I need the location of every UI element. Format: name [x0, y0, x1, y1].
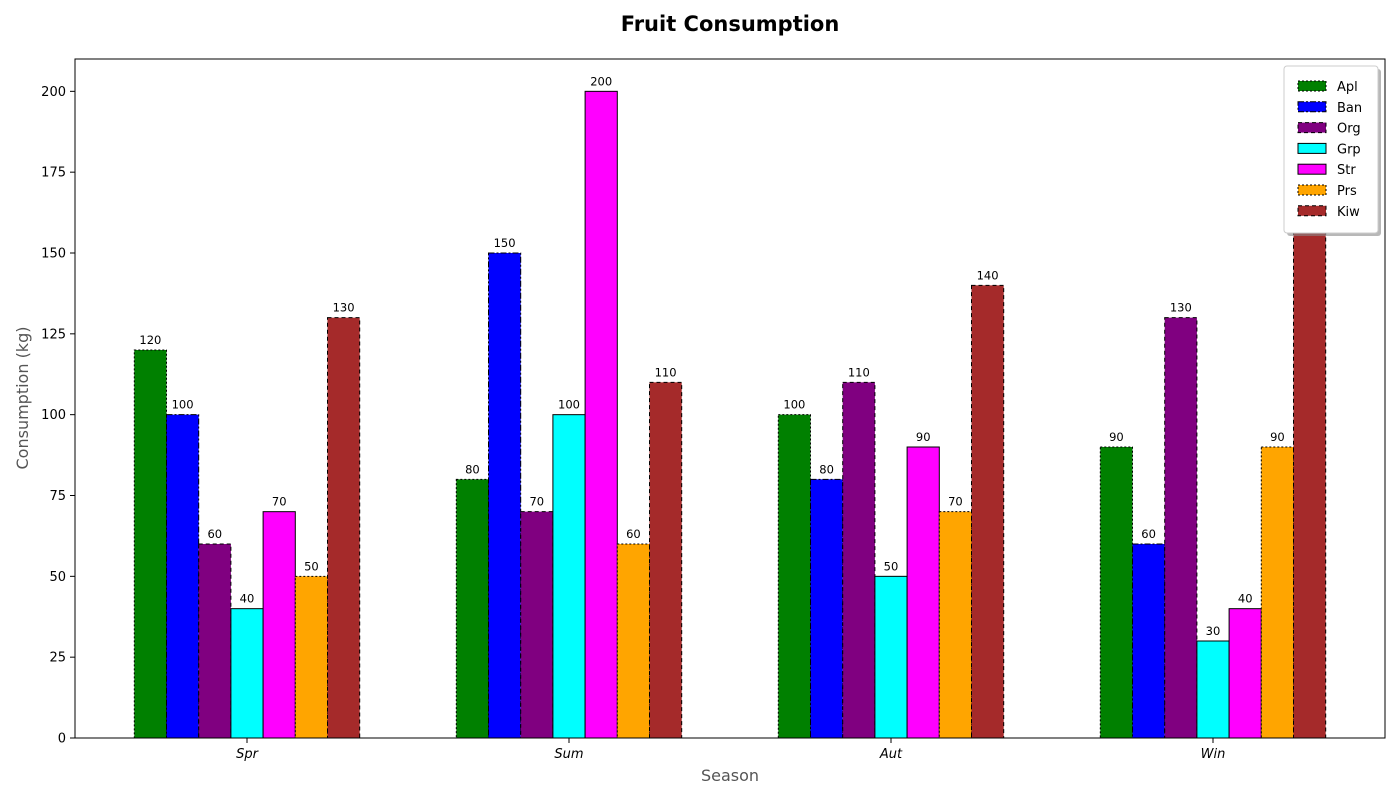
data-label: 40 [240, 592, 255, 606]
data-label: 140 [977, 268, 999, 282]
plot-area: 0 25 50 75 100 125 150 175 200 Spr 120 100 60 40 70 50 1… [41, 74, 1327, 762]
bar-org-aut [842, 381, 876, 739]
y-tick-label: 125 [41, 327, 66, 342]
bar-org-win [1164, 317, 1198, 739]
data-label: 60 [1141, 527, 1156, 541]
data-label: 70 [529, 495, 544, 509]
y-axis-label: Consumption (kg) [13, 327, 32, 470]
data-label: 90 [1109, 430, 1124, 444]
data-label: 30 [1206, 624, 1221, 638]
bar-prs-win [1260, 446, 1295, 739]
legend: Apl Ban Org Grp Str Prs Kiw [1283, 65, 1381, 236]
data-label: 120 [139, 333, 161, 347]
bar-grp-spr [230, 608, 264, 739]
data-label: 130 [333, 301, 355, 315]
data-label: 130 [1170, 301, 1192, 315]
x-tick-label: Win [1201, 747, 1226, 762]
legend-label: Ban [1337, 101, 1362, 116]
data-label: 200 [590, 74, 612, 88]
y-tick-label: 0 [58, 732, 66, 747]
legend-label: Prs [1337, 184, 1357, 199]
bar-str-aut [906, 446, 940, 739]
plot-frame [74, 58, 1386, 739]
bar-prs-spr [294, 575, 328, 739]
data-label: 110 [848, 365, 870, 379]
y-tick-label: 150 [41, 247, 66, 262]
x-axis-label: Season [701, 766, 759, 785]
bar-ban-sum [488, 252, 522, 739]
data-label: 60 [626, 527, 641, 541]
chart-title: Fruit Consumption [621, 12, 840, 36]
bar-grp-sum [552, 414, 586, 739]
bar-kiw-win [1293, 220, 1327, 739]
bar-kiw-sum [649, 381, 683, 739]
bar-kiw-aut [971, 284, 1005, 739]
legend-label: Apl [1337, 80, 1358, 95]
legend-label: Grp [1337, 142, 1361, 157]
bar-apl-sum [455, 478, 489, 739]
bar-apl-aut [777, 414, 811, 739]
legend-swatch-org [1297, 122, 1327, 134]
y-tick-label: 25 [49, 651, 66, 666]
bar-str-sum [584, 90, 618, 739]
bar-org-sum [520, 511, 554, 739]
data-label: 90 [1270, 430, 1285, 444]
bar-grp-aut [874, 575, 908, 739]
y-tick-label: 100 [41, 408, 66, 423]
bar-prs-aut [938, 511, 972, 739]
legend-swatch-grp [1297, 142, 1327, 154]
legend-swatch-ban [1297, 101, 1327, 113]
data-label: 50 [304, 559, 319, 573]
legend-label: Str [1337, 163, 1356, 178]
bar-apl-win [1099, 446, 1134, 739]
bar-str-win [1228, 608, 1262, 739]
legend-label: Kiw [1337, 205, 1360, 220]
x-tick-label: Spr [236, 747, 260, 762]
bar-prs-sum [616, 543, 650, 739]
y-tick-label: 50 [49, 570, 66, 585]
bar-str-spr [262, 511, 296, 739]
data-label: 110 [655, 365, 677, 379]
x-tick-label: Aut [879, 747, 903, 762]
data-label: 80 [819, 462, 834, 476]
bar-org-spr [198, 543, 232, 739]
y-tick-label: 175 [41, 166, 66, 181]
x-tick-label: Sum [554, 747, 583, 762]
y-tick-label: 200 [41, 85, 66, 100]
data-label: 40 [1238, 592, 1253, 606]
legend-swatch-str [1297, 163, 1327, 175]
data-label: 100 [783, 398, 805, 412]
bar-kiw-spr [327, 317, 361, 739]
bar-grp-win [1196, 640, 1230, 739]
legend-label: Org [1337, 122, 1361, 137]
data-label: 150 [494, 236, 516, 250]
data-label: 50 [884, 559, 899, 573]
data-label: 60 [207, 527, 222, 541]
bar-ban-aut [810, 478, 844, 739]
legend-swatch-prs [1297, 184, 1327, 196]
data-label: 80 [465, 462, 480, 476]
bar-apl-spr [133, 349, 168, 739]
data-label: 70 [272, 495, 287, 509]
legend-swatch-kiw [1297, 205, 1327, 217]
data-label: 100 [558, 398, 580, 412]
bar-ban-win [1132, 543, 1166, 739]
y-tick-label: 75 [49, 489, 66, 504]
data-label: 90 [916, 430, 931, 444]
data-label: 70 [948, 495, 963, 509]
data-label: 100 [172, 398, 194, 412]
bar-ban-spr [166, 414, 200, 739]
legend-swatch-apl [1297, 80, 1327, 92]
